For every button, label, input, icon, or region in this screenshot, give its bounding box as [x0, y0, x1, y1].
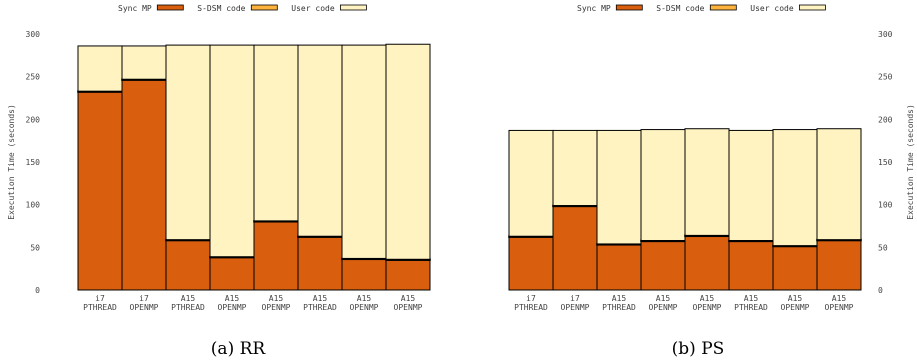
- y-tick-label: 300: [878, 30, 893, 39]
- x-tick-label: A15: [401, 294, 416, 303]
- x-tick-label: OPENMP: [561, 303, 590, 312]
- bar-segment: [341, 44, 387, 259]
- legend-label: Sync MP: [118, 4, 152, 13]
- bar-segment: [297, 44, 343, 237]
- bar-segment: [640, 240, 686, 291]
- bar-segment: [165, 240, 211, 291]
- legend-label: S-DSM code: [197, 4, 245, 13]
- x-tick-label: i7: [526, 294, 536, 303]
- legend-swatch: [156, 4, 184, 11]
- bar-segment: [209, 44, 255, 258]
- x-tick-label: A15: [612, 294, 627, 303]
- caption-rr: (a) RR: [211, 339, 267, 359]
- x-tick-label: PTHREAD: [83, 303, 117, 312]
- bar-segment: [385, 43, 431, 260]
- x-tick-label: PTHREAD: [171, 303, 205, 312]
- bar-segment: [684, 235, 730, 291]
- y-tick-label: 200: [26, 115, 41, 124]
- bar-segment: [385, 259, 431, 291]
- x-tick-label: i7: [570, 294, 580, 303]
- legend-label: User code: [291, 4, 335, 13]
- legend-swatch: [339, 4, 367, 11]
- x-tick-label: OPENMP: [394, 303, 423, 312]
- y-tick-label: 100: [878, 201, 893, 210]
- x-tick-label: i7: [139, 294, 149, 303]
- bar-segment: [121, 79, 167, 291]
- bar-segment: [253, 221, 299, 291]
- x-tick-label: PTHREAD: [734, 303, 768, 312]
- legend-swatch: [615, 4, 643, 11]
- x-tick-label: A15: [700, 294, 715, 303]
- bar-segment: [728, 240, 774, 291]
- y-tick-label: 150: [26, 158, 41, 167]
- y-tick-label: 200: [878, 115, 893, 124]
- legend-label: User code: [750, 4, 794, 13]
- y-tick-label: 150: [878, 158, 893, 167]
- y-tick-label: 300: [26, 30, 41, 39]
- y-tick-label: 50: [30, 243, 40, 252]
- x-tick-label: A15: [788, 294, 803, 303]
- bar-segment: [508, 129, 554, 237]
- x-tick-label: OPENMP: [825, 303, 854, 312]
- bar-segment: [596, 129, 642, 245]
- x-tick-label: i7: [95, 294, 105, 303]
- legend-swatch: [799, 4, 826, 11]
- y-tick-label: 50: [878, 243, 888, 252]
- bar-segment: [77, 45, 123, 92]
- y-axis-title: Execution Time (seconds): [7, 104, 16, 220]
- bar-segment: [816, 128, 862, 241]
- bar-segment: [684, 128, 730, 236]
- x-tick-label: A15: [744, 294, 759, 303]
- bar-segment: [596, 244, 642, 291]
- x-tick-label: OPENMP: [218, 303, 247, 312]
- bar-segment: [772, 129, 818, 247]
- x-tick-label: A15: [313, 294, 328, 303]
- x-tick-label: OPENMP: [262, 303, 291, 312]
- bar-segment: [77, 91, 123, 291]
- bar-segment: [552, 205, 598, 291]
- chart-panel-ps: 0 50 100 150 200 250 300 Execution Time (second…: [508, 4, 915, 312]
- bar-segment: [728, 129, 774, 242]
- x-tick-label: PTHREAD: [303, 303, 337, 312]
- bar-segment: [640, 129, 686, 242]
- x-tick-label: A15: [656, 294, 671, 303]
- legend-label: S-DSM code: [656, 4, 704, 13]
- x-tick-label: OPENMP: [350, 303, 379, 312]
- x-tick-label: A15: [269, 294, 284, 303]
- y-tick-label: 250: [26, 73, 41, 82]
- bar-segment: [508, 236, 554, 291]
- x-tick-label: OPENMP: [781, 303, 810, 312]
- x-tick-label: A15: [181, 294, 196, 303]
- bar-segment: [253, 44, 299, 222]
- y-tick-label: 100: [26, 201, 41, 210]
- bar-segment: [552, 129, 598, 207]
- x-tick-label: OPENMP: [649, 303, 678, 312]
- bar-segment: [816, 240, 862, 291]
- bar-segment: [297, 236, 343, 291]
- y-tick-label: 0: [35, 286, 40, 295]
- y-axis-title: Execution Time (seconds): [906, 104, 915, 220]
- bar-segment: [209, 257, 255, 291]
- x-tick-label: PTHREAD: [602, 303, 636, 312]
- x-tick-label: PTHREAD: [514, 303, 548, 312]
- x-tick-label: OPENMP: [130, 303, 159, 312]
- chart-panel-rr: 0 50 100 150 200 250 300 Execution Time (second…: [7, 4, 431, 312]
- y-tick-label: 0: [878, 286, 883, 295]
- bar-segment: [165, 44, 211, 241]
- bar-segment: [341, 258, 387, 291]
- caption-ps: (b) PS: [672, 339, 725, 359]
- y-tick-label: 250: [878, 73, 893, 82]
- x-tick-label: OPENMP: [693, 303, 722, 312]
- legend-swatch: [250, 4, 278, 11]
- legend-swatch: [709, 4, 737, 11]
- bar-segment: [772, 245, 818, 291]
- legend-label: Sync MP: [577, 4, 611, 13]
- x-tick-label: A15: [357, 294, 372, 303]
- x-tick-label: A15: [225, 294, 240, 303]
- x-tick-label: A15: [832, 294, 847, 303]
- bar-segment: [121, 45, 167, 80]
